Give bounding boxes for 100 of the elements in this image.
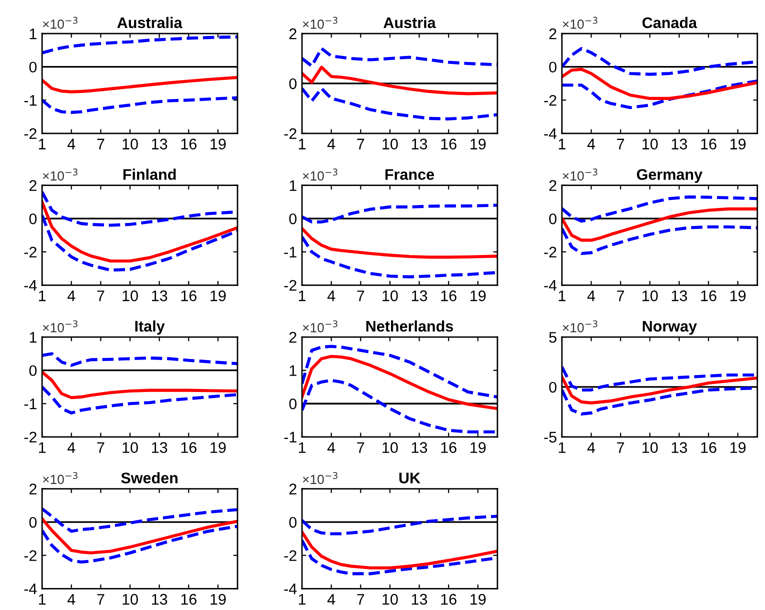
y-tick-label: -2 bbox=[544, 94, 556, 106]
x-tick-label: 1 bbox=[38, 594, 46, 605]
chart-title: UK bbox=[399, 472, 420, 484]
x-tick-label: 16 bbox=[701, 442, 716, 453]
line-series bbox=[42, 35, 238, 54]
x-tick-label: 4 bbox=[67, 594, 76, 605]
y-tick-label: -4 bbox=[24, 584, 37, 594]
x-tick-label: 10 bbox=[122, 290, 138, 302]
y-tick-label: -5 bbox=[544, 432, 556, 443]
y-tick-label: 0 bbox=[289, 213, 297, 224]
x-tick-label: 4 bbox=[327, 442, 336, 453]
x-tick-label: 13 bbox=[672, 138, 688, 150]
line-series bbox=[562, 79, 758, 110]
y-tick-label: 1 bbox=[290, 180, 296, 191]
line-series bbox=[42, 200, 238, 263]
line-series bbox=[302, 530, 498, 570]
y-tick-label: -2 bbox=[24, 128, 36, 139]
y-tick-label: 0 bbox=[29, 365, 37, 376]
line-series bbox=[42, 76, 238, 94]
text: ×10$^{−3}$ bbox=[302, 16, 338, 29]
x-tick-label: 10 bbox=[642, 138, 658, 150]
line-series bbox=[562, 207, 758, 242]
line-series bbox=[302, 227, 498, 259]
y-tick-label: -4 bbox=[284, 584, 297, 594]
text: ×10$^{−3}$ bbox=[562, 320, 598, 332]
y-tick-label: 1 bbox=[30, 28, 36, 40]
chart-title: Canada bbox=[642, 16, 698, 28]
text: ×10$^{−3}$ bbox=[302, 472, 338, 484]
chart-title: Finland bbox=[123, 168, 176, 180]
x-tick-label: 19 bbox=[470, 594, 486, 605]
x-tick-label: 16 bbox=[181, 594, 196, 605]
y-tick-label: -2 bbox=[284, 280, 296, 291]
x-tick-label: 10 bbox=[122, 594, 138, 605]
line-series bbox=[302, 204, 498, 224]
chart-title: Norway bbox=[642, 320, 697, 335]
line-series bbox=[302, 235, 498, 278]
x-tick-label: 1 bbox=[298, 442, 306, 453]
line-series bbox=[302, 514, 498, 536]
line-series bbox=[42, 96, 238, 114]
x-tick-label: 7 bbox=[617, 290, 624, 302]
x-tick-label: 7 bbox=[357, 594, 364, 605]
x-tick-label: 19 bbox=[470, 290, 486, 302]
x-tick-label: 4 bbox=[327, 138, 336, 150]
y-tick-label: -2 bbox=[24, 246, 36, 258]
x-tick-label: 4 bbox=[327, 594, 336, 605]
line-series bbox=[562, 195, 758, 223]
x-tick-label: 19 bbox=[210, 290, 226, 302]
x-tick-label: 10 bbox=[382, 442, 398, 453]
y-tick-label: 0 bbox=[549, 382, 556, 393]
line-series bbox=[42, 352, 238, 367]
line-series bbox=[302, 378, 498, 434]
x-tick-label: 16 bbox=[441, 290, 456, 302]
x-tick-label: 1 bbox=[38, 138, 46, 150]
x-tick-label: 10 bbox=[642, 290, 658, 302]
y-tick-label: 0 bbox=[29, 213, 37, 224]
text: ×10$^{−3}$ bbox=[42, 472, 78, 484]
x-tick-label: 7 bbox=[97, 138, 104, 150]
y-tick-label: 2 bbox=[289, 28, 296, 40]
x-tick-label: 13 bbox=[672, 442, 688, 453]
line-series bbox=[42, 214, 238, 272]
x-tick-label: 1 bbox=[558, 138, 566, 150]
line-series bbox=[42, 370, 238, 400]
y-tick-label: -1 bbox=[24, 95, 36, 106]
x-tick-label: 13 bbox=[412, 138, 428, 150]
x-tick-label: 10 bbox=[122, 138, 138, 150]
x-tick-label: 13 bbox=[412, 290, 428, 302]
x-tick-label: 4 bbox=[67, 442, 76, 453]
x-tick-label: 19 bbox=[730, 290, 746, 302]
y-tick-label: 2 bbox=[29, 180, 36, 191]
x-tick-label: 16 bbox=[181, 138, 196, 150]
y-tick-label: -1 bbox=[24, 398, 36, 410]
y-tick-label: 1 bbox=[290, 365, 296, 376]
y-tick-label: 0 bbox=[289, 78, 297, 90]
y-tick-label: 0 bbox=[289, 516, 297, 528]
x-tick-label: 16 bbox=[701, 138, 716, 150]
y-tick-label: -4 bbox=[24, 280, 37, 291]
x-tick-label: 19 bbox=[210, 138, 226, 150]
x-tick-label: 7 bbox=[357, 442, 364, 453]
line-series bbox=[562, 225, 758, 256]
y-tick-label: 2 bbox=[549, 180, 556, 191]
x-tick-label: 16 bbox=[441, 138, 456, 150]
x-tick-label: 16 bbox=[441, 442, 456, 453]
x-tick-label: 1 bbox=[558, 442, 566, 453]
line-series bbox=[302, 354, 498, 410]
chart-title: Italy bbox=[135, 320, 165, 335]
text: ×10$^{−3}$ bbox=[42, 320, 78, 332]
x-tick-label: 1 bbox=[38, 290, 46, 302]
x-tick-label: 13 bbox=[152, 290, 168, 302]
x-tick-label: 1 bbox=[298, 290, 306, 302]
x-tick-label: 10 bbox=[382, 290, 398, 302]
text: ×10$^{−3}$ bbox=[562, 16, 598, 29]
x-tick-label: 19 bbox=[730, 442, 746, 453]
text: ×10$^{−3}$ bbox=[42, 16, 78, 29]
x-tick-label: 7 bbox=[97, 594, 104, 605]
x-tick-label: 7 bbox=[617, 138, 624, 150]
x-tick-label: 19 bbox=[210, 594, 226, 605]
x-tick-label: 7 bbox=[357, 138, 364, 150]
x-tick-label: 16 bbox=[181, 442, 196, 453]
chart-title: Australia bbox=[117, 16, 182, 28]
line-series bbox=[302, 344, 498, 398]
